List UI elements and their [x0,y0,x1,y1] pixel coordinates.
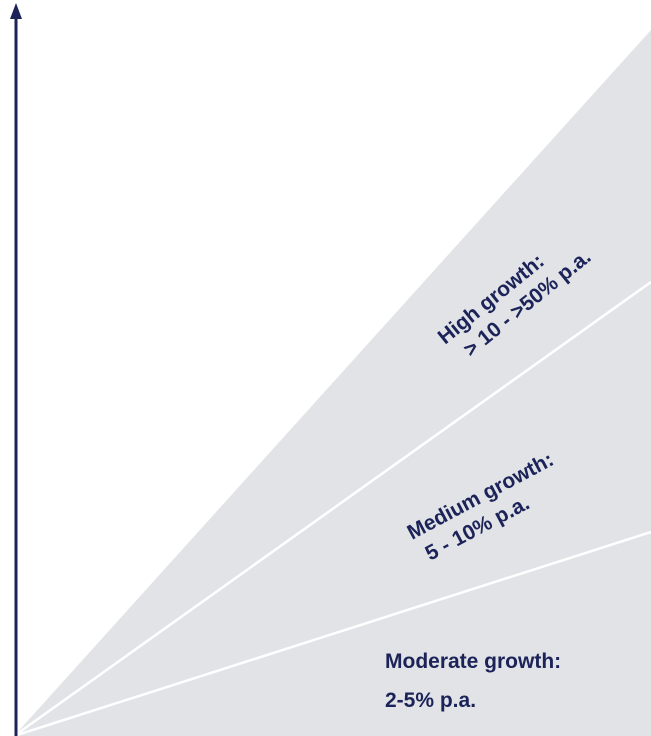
y-axis-arrow-icon [10,3,22,19]
divider-medium-moderate [13,530,651,736]
divider-high-medium [13,280,651,736]
moderate-growth-title: Moderate growth: [385,650,561,673]
moderate-growth-range: 2-5% p.a. [385,689,476,712]
growth-fan-area [14,30,651,736]
